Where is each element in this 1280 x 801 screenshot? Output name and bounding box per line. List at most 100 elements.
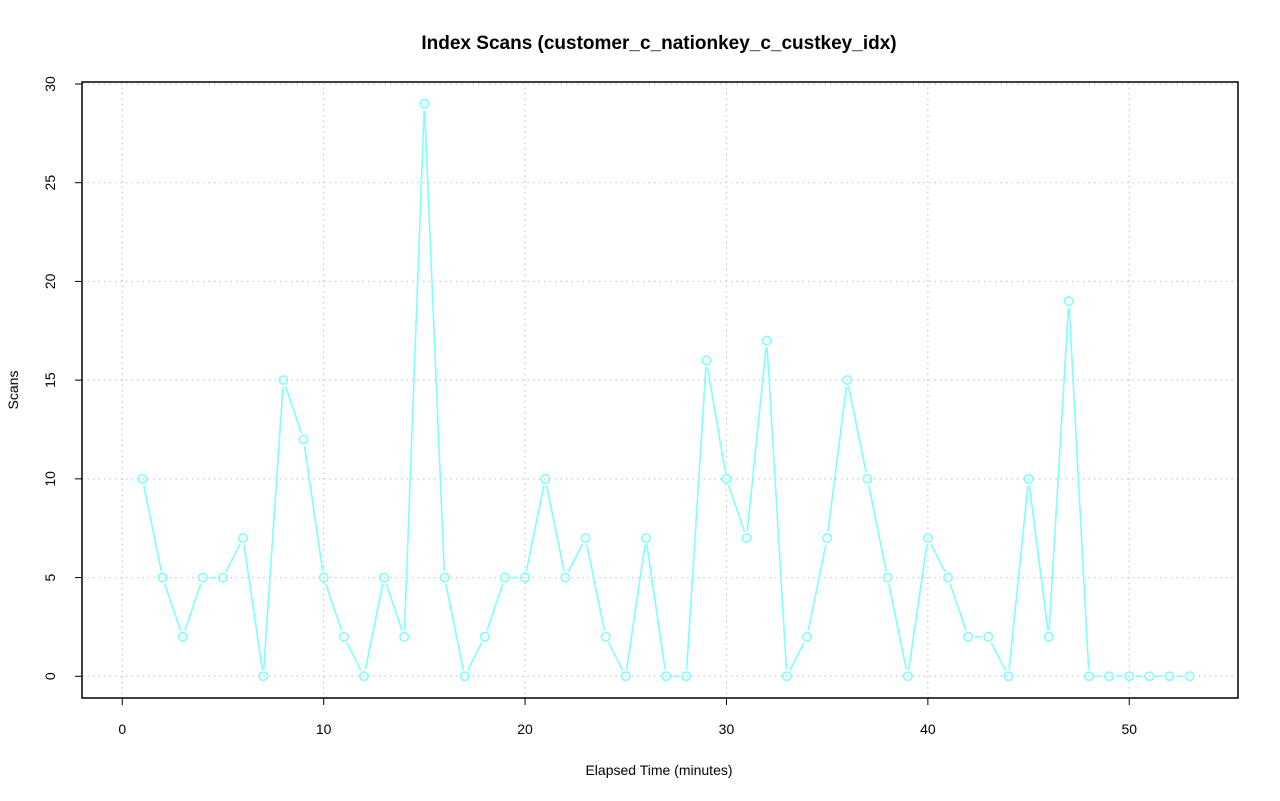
series-segment — [586, 544, 606, 631]
series-segment — [142, 485, 163, 572]
series-segment — [466, 642, 483, 671]
series-segment — [163, 583, 182, 631]
y-axis-label: Scans — [5, 371, 21, 410]
data-point — [540, 473, 551, 484]
data-point — [499, 572, 510, 583]
series-segment — [646, 544, 666, 670]
data-point — [238, 533, 249, 544]
data-point — [580, 533, 591, 544]
data-point — [177, 631, 188, 642]
x-tick-label: 0 — [118, 721, 126, 737]
series-segment — [685, 367, 707, 670]
data-point — [862, 473, 873, 484]
series-segment — [827, 386, 848, 532]
data-point — [922, 533, 933, 544]
data-point — [963, 631, 974, 642]
series-segment — [445, 583, 465, 670]
y-tick-label: 30 — [42, 76, 58, 92]
data-point — [1043, 631, 1054, 642]
data-point — [258, 671, 269, 682]
y-tick-label: 15 — [42, 372, 58, 388]
x-axis: 0 10 20 30 40 50 — [118, 698, 1137, 737]
series-segment — [625, 544, 646, 670]
data-point — [217, 572, 228, 583]
series-segment — [888, 583, 908, 670]
series-segment — [607, 642, 624, 671]
series-segment — [807, 544, 827, 631]
series-segment — [545, 485, 565, 572]
data-point — [358, 671, 369, 682]
series-segment — [303, 445, 324, 572]
series-segment — [184, 583, 202, 631]
y-tick-label: 25 — [42, 175, 58, 191]
series-segment — [1008, 485, 1029, 670]
series-segment — [706, 366, 727, 473]
data-point — [942, 572, 953, 583]
x-tick-label: 40 — [920, 721, 936, 737]
plot-frame — [81, 81, 1239, 699]
x-tick-label: 30 — [719, 721, 735, 737]
data-point — [842, 375, 853, 386]
data-point — [761, 335, 772, 346]
data-point — [721, 473, 732, 484]
data-point — [137, 473, 148, 484]
y-tick-label: 20 — [42, 273, 58, 289]
series-segment — [525, 485, 545, 572]
series-segment — [1028, 485, 1049, 631]
data-point — [157, 572, 168, 583]
series-segment — [403, 110, 425, 631]
data-point — [479, 631, 490, 642]
data-point — [661, 671, 672, 682]
series-segment — [907, 544, 928, 670]
data-point — [802, 631, 813, 642]
data-point — [1104, 671, 1115, 682]
grid — [82, 82, 1238, 698]
data-point — [1184, 671, 1195, 682]
data-point — [1083, 671, 1094, 682]
data-point — [882, 572, 893, 583]
data-point — [701, 355, 712, 366]
data-point — [1063, 296, 1074, 307]
data-point — [983, 631, 994, 642]
data-point — [741, 533, 752, 544]
series-segment — [423, 110, 446, 571]
data-point — [439, 572, 450, 583]
data-point — [1003, 671, 1014, 682]
data-point — [1164, 671, 1175, 682]
series-segment — [930, 543, 946, 572]
series-segment — [385, 583, 403, 631]
y-axis: 0 5 10 15 20 25 30 — [42, 76, 82, 680]
data-point — [419, 98, 430, 109]
data-point — [560, 572, 571, 583]
y-tick-label: 0 — [42, 672, 58, 680]
data-point — [197, 572, 208, 583]
data-point — [298, 434, 309, 445]
series-segment — [1068, 307, 1090, 670]
data-point — [681, 671, 692, 682]
series-segment — [867, 485, 888, 572]
series-segment — [346, 642, 362, 671]
series-segment — [847, 386, 867, 473]
data-point — [640, 533, 651, 544]
series-segment — [766, 347, 788, 670]
data-point — [520, 572, 531, 583]
series-segment — [325, 583, 343, 631]
series-segment — [949, 583, 967, 631]
series-segment — [225, 543, 241, 572]
y-tick-label: 5 — [42, 573, 58, 581]
data-point — [459, 671, 470, 682]
series-segment — [746, 347, 767, 532]
series-segment — [727, 484, 746, 532]
chart-title: Index Scans (customer_c_nationkey_c_cust… — [421, 33, 896, 54]
series-segment — [284, 386, 303, 434]
series-segment — [486, 583, 504, 631]
data-point — [338, 631, 349, 642]
series-segment — [364, 583, 384, 670]
series-segment — [243, 544, 264, 670]
x-tick-label: 50 — [1121, 721, 1137, 737]
data-point — [1144, 671, 1155, 682]
series-segment — [262, 386, 284, 670]
series-segment — [990, 642, 1007, 671]
x-tick-label: 10 — [316, 721, 332, 737]
data-point — [278, 375, 289, 386]
